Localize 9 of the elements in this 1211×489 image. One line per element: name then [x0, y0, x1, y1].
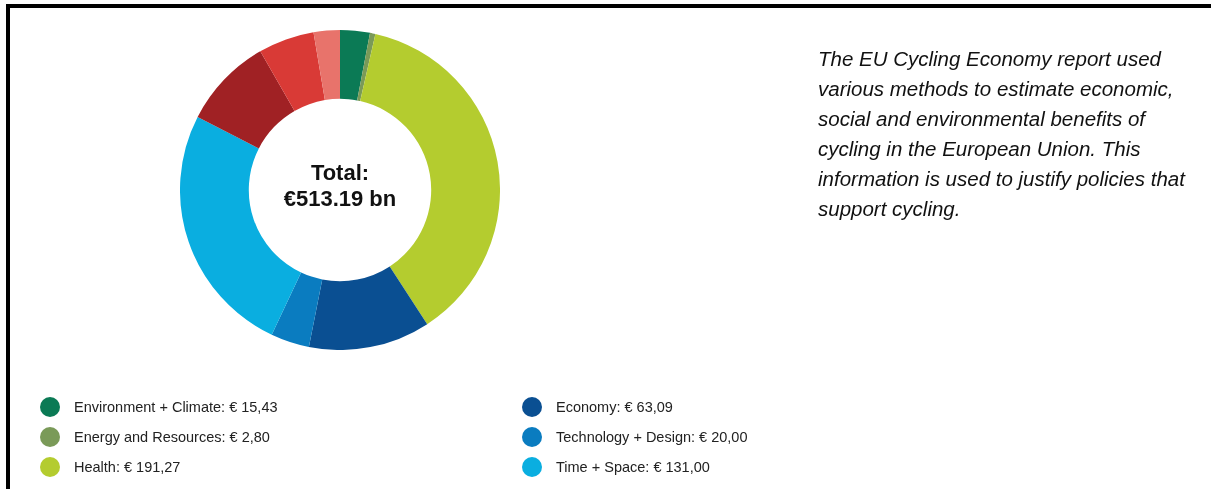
- legend-label: Economy: € 63,09: [556, 399, 673, 415]
- legend-label: Environment + Climate: € 15,43: [74, 399, 278, 415]
- text: €513.19 bn: [282, 186, 398, 212]
- legend-label: Technology + Design: € 20,00: [556, 429, 748, 445]
- text: Total:: [309, 160, 371, 186]
- legend-label: Health: € 191,27: [74, 459, 181, 475]
- legend-label: Time + Space: € 131,00: [556, 459, 710, 475]
- legend-label: Energy and Resources: € 2,80: [74, 429, 270, 445]
- text: The EU Cycling Economy report used various methods to estimate economic, social and environmental benefits of cycling in the European Union. This information is used to justify policies that support cycling.: [818, 46, 1187, 222]
